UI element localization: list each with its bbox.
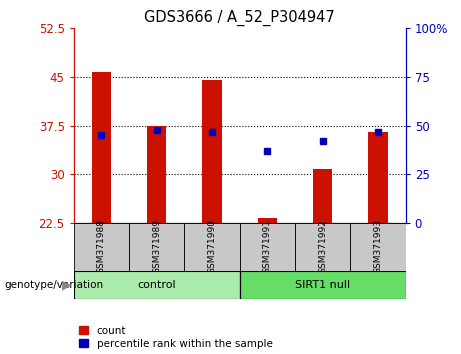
Text: GSM371992: GSM371992	[318, 219, 327, 274]
Text: GSM371990: GSM371990	[207, 219, 217, 274]
Bar	[74, 223, 129, 271]
Text: genotype/variation: genotype/variation	[5, 280, 104, 290]
Bar	[92, 72, 111, 223]
Bar	[258, 218, 277, 223]
Title: GDS3666 / A_52_P304947: GDS3666 / A_52_P304947	[144, 9, 335, 25]
Text: control: control	[137, 280, 176, 290]
Bar	[240, 271, 406, 299]
Bar	[184, 223, 240, 271]
Bar	[240, 223, 295, 271]
Text: SIRT1 null: SIRT1 null	[295, 280, 350, 290]
Text: ▶: ▶	[62, 279, 71, 291]
Text: GSM371993: GSM371993	[373, 219, 383, 274]
Bar	[202, 80, 222, 223]
Text: GSM371991: GSM371991	[263, 219, 272, 274]
Text: GSM371988: GSM371988	[97, 219, 106, 274]
Text: GSM371989: GSM371989	[152, 219, 161, 274]
Bar	[147, 126, 166, 223]
Bar	[74, 271, 240, 299]
Bar	[368, 132, 388, 223]
Bar	[295, 223, 350, 271]
Bar	[313, 169, 332, 223]
Bar	[129, 223, 184, 271]
Bar	[350, 223, 406, 271]
Legend: count, percentile rank within the sample: count, percentile rank within the sample	[79, 326, 272, 349]
